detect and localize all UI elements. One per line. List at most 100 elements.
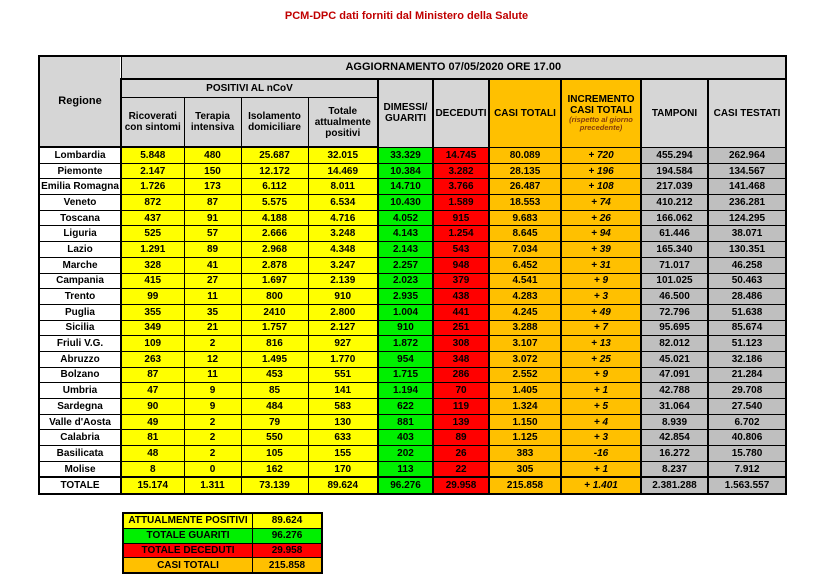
table-row: Liguria 525 57 2.666 3.248 4.143 1.254 8.645 + 9… [38,225,787,243]
table-row: Piemonte 2.147 150 12.172 14.469 10.384 3.282 2… [38,162,787,180]
data-cell: 2 [183,413,242,431]
data-cell: 872 [120,194,185,211]
data-cell: 99 [120,288,185,305]
data-cell: 2.968 [240,241,309,258]
data-cell: 910 [377,319,434,337]
table-row: Calabria 81 2 550 633 403 89 1.125 + 3 42.854 40.8… [38,429,787,447]
data-cell: 47.091 [640,366,709,384]
data-cell: 14.469 [307,162,379,180]
summary-row: ATTUALMENTE POSITIVI 89.624 [122,512,323,529]
data-cell: + 1 [560,460,642,478]
data-cell: 202 [377,445,434,462]
data-cell: 1.311 [183,476,242,495]
data-cell: 2.800 [307,303,379,321]
data-cell: + 74 [560,194,642,211]
data-cell: 1.324 [488,398,562,415]
data-cell: 1.254 [432,225,490,243]
data-cell: + 5 [560,398,642,415]
data-cell: + 25 [560,350,642,368]
data-cell: 3.766 [432,178,490,196]
table-row: Lombardia 5.848 480 25.687 32.015 33.329 14.74… [38,146,787,164]
summary-label: TOTALE GUARITI [122,527,253,544]
data-cell: 2410 [240,303,309,321]
data-cell: 31.064 [640,398,709,415]
data-cell: 3.282 [432,162,490,180]
region-name: Veneto [38,194,122,211]
data-cell: 236.281 [706,194,787,211]
col-header-casi-testati: CASI TESTATI [706,78,787,148]
data-cell: 170 [307,460,379,478]
data-cell: 622 [377,398,434,415]
data-cell: 800 [240,288,309,305]
data-cell: 27.540 [706,398,787,415]
data-cell: + 39 [560,241,642,258]
data-cell: 4.052 [377,209,434,227]
data-cell: 141 [307,382,379,399]
col-header-casi-totali: CASI TOTALI [488,78,562,148]
region-name: Valle d'Aosta [38,413,122,431]
table-row: Valle d'Aosta 49 2 79 130 881 139 1.150 + 4 8.939… [38,413,787,431]
data-cell: 26.487 [488,178,562,196]
data-cell: + 9 [560,272,642,290]
data-cell: 51.123 [706,335,787,352]
data-cell: 2.552 [488,366,562,384]
data-cell: 96.276 [377,476,434,495]
data-cell: 8 [120,460,185,478]
data-cell: 1.563.557 [706,476,787,495]
data-cell: 81 [120,429,185,447]
data-cell: 0 [183,460,242,478]
region-name: Piemonte [38,162,122,180]
data-cell: 633 [307,429,379,447]
data-cell: 410.212 [640,194,709,211]
data-cell: 6.112 [240,178,309,196]
data-cell: 583 [307,398,379,415]
data-cell: 4.716 [307,209,379,227]
region-column-header: Regione [38,55,122,148]
data-cell: 415 [120,272,185,290]
data-cell: 1.194 [377,382,434,399]
table-row: Molise 8 0 162 170 113 22 305 + 1 8.237 7.912 [38,460,787,478]
data-cell: 3.248 [307,225,379,243]
data-cell: 11 [183,366,242,384]
region-name: TOTALE [38,476,122,495]
data-cell: 6.452 [488,256,562,274]
col-header-dimessi-guariti: DIMESSI/ GUARITI [377,78,434,148]
data-cell: 2.023 [377,272,434,290]
data-cell: 22 [432,460,490,478]
data-cell: 124.295 [706,209,787,227]
table-row: Trento 99 11 800 910 2.935 438 4.283 + 3 46.500 28… [38,288,787,305]
data-cell: 21 [183,319,242,337]
data-cell: 2.139 [307,272,379,290]
data-cell: 8.645 [488,225,562,243]
data-cell: 51.638 [706,303,787,321]
data-cell: 2 [183,429,242,447]
data-cell: 328 [120,256,185,274]
data-cell: 2.666 [240,225,309,243]
region-name: Sardegna [38,398,122,415]
table-row: Veneto 872 87 5.575 6.534 10.430 1.589 18.553 + … [38,194,787,211]
data-cell: 29.708 [706,382,787,399]
col-header-totale-positivi: Totale attualmente positivi [307,97,379,148]
summary-value: 29.958 [252,542,323,559]
data-cell: 1.770 [307,350,379,368]
data-cell: 25.687 [240,146,309,164]
data-cell: 35 [183,303,242,321]
data-cell: + 7 [560,319,642,337]
data-cell: + 49 [560,303,642,321]
data-cell: 28.486 [706,288,787,305]
data-cell: + 4 [560,413,642,431]
data-cell: 38.071 [706,225,787,243]
summary-label: ATTUALMENTE POSITIVI [122,512,253,529]
data-cell: 403 [377,429,434,447]
data-cell: 915 [432,209,490,227]
data-cell: 6.534 [307,194,379,211]
data-cell: 215.858 [488,476,562,495]
data-cell: 1.589 [432,194,490,211]
header-row-banner: Regione AGGIORNAMENTO 07/05/2020 ORE 17.… [38,55,787,148]
data-cell: 2.143 [377,241,434,258]
data-cell: 14.710 [377,178,434,196]
col-header-incremento: INCREMENTO CASI TOTALI (rispetto al gior… [560,78,642,148]
data-cell: 1.125 [488,429,562,447]
col-header-deceduti: DECEDUTI [432,78,490,148]
data-cell: + 3 [560,288,642,305]
